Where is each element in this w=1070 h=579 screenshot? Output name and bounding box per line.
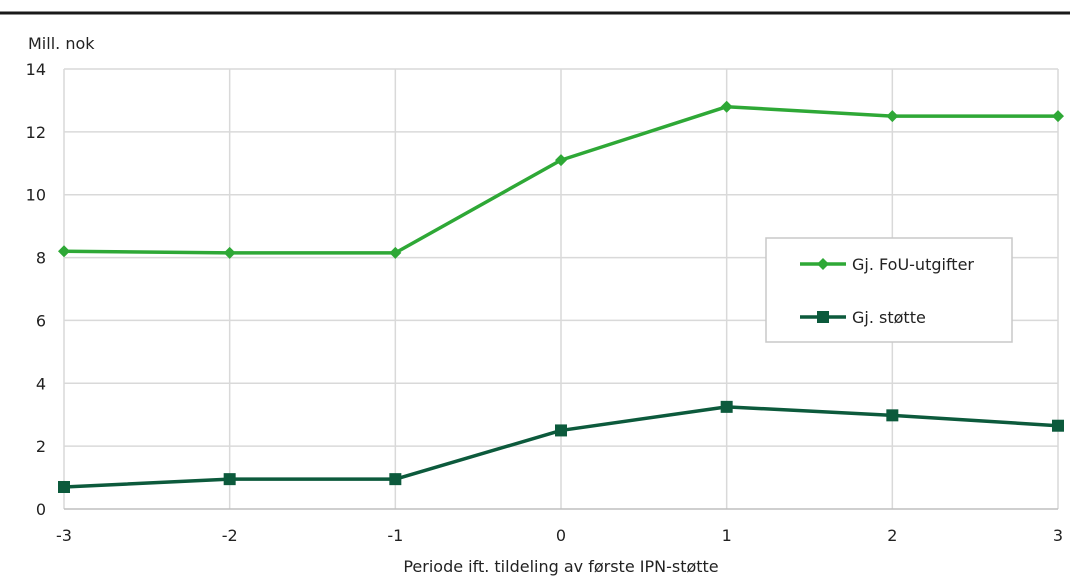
x-axis-title: Periode ift. tildeling av første IPN-stø… (403, 557, 718, 576)
x-tick-label: -2 (222, 526, 238, 545)
legend-label: Gj. støtte (852, 308, 926, 327)
y-tick-label: 0 (36, 500, 46, 519)
data-point (555, 154, 567, 167)
data-point (223, 246, 236, 259)
series-1 (58, 100, 1064, 259)
data-point (389, 246, 402, 259)
x-tick-label: 2 (887, 526, 897, 545)
y-axis-title: Mill. nok (28, 34, 95, 53)
series-2 (58, 400, 1064, 493)
data-point (223, 473, 236, 486)
data-point (886, 409, 899, 422)
x-tick-label: 3 (1053, 526, 1063, 545)
x-tick-label: 1 (722, 526, 732, 545)
y-tick-label: 4 (36, 374, 46, 393)
y-tick-label: 6 (36, 311, 46, 330)
data-point (58, 481, 70, 493)
legend-box (765, 237, 1013, 343)
series (58, 100, 1064, 493)
legend: Gj. FoU-utgifter Gj. støtte (765, 237, 1013, 343)
x-tick-label: -1 (387, 526, 403, 545)
legend-marker (817, 311, 829, 323)
data-point (58, 245, 70, 258)
x-tick-label: -3 (56, 526, 72, 545)
y-tick-label: 12 (26, 123, 46, 142)
y-tick-label: 14 (26, 60, 46, 79)
legend-label: Gj. FoU-utgifter (852, 255, 974, 274)
data-point (886, 110, 899, 123)
y-tick-label: 8 (36, 249, 46, 268)
data-point (555, 424, 567, 437)
y-tick-label: 2 (36, 437, 46, 456)
data-point (720, 400, 733, 413)
data-point (720, 100, 733, 113)
data-point (1052, 110, 1064, 123)
y-tick-label: 10 (26, 186, 46, 205)
data-point (1052, 419, 1064, 432)
x-tick-label: 0 (556, 526, 566, 545)
data-point (389, 473, 402, 486)
legend-marker (817, 258, 829, 270)
